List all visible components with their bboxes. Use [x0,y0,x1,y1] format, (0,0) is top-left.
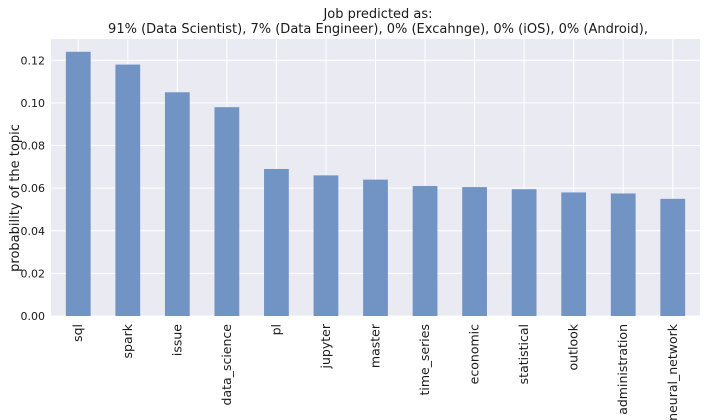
y-tick-label: 0.10 [21,97,46,110]
x-tick-label: jupyter [318,323,333,369]
bar-time_series [412,186,438,316]
x-tick-label: statistical [516,324,531,384]
x-tick-label: outlook [566,323,581,370]
y-tick-label: 0.00 [21,310,46,323]
x-tick-label: master [368,323,383,368]
x-tick-label: sql [70,324,85,342]
x-tick-label: issue [169,324,184,356]
chart-title-line-2: 91% (Data Scientist), 7% (Data Engineer)… [108,22,648,37]
y-tick-label: 0.06 [21,182,46,195]
x-tick-labels: sql spark issue data_science pl jupyter master… [70,323,680,420]
bar-jupyter [313,175,339,316]
x-tick-label: economic [467,324,482,384]
bar-pl [264,168,289,316]
y-tick-label: 0.04 [21,225,46,238]
bars [65,51,686,317]
y-tick-label: 0.08 [21,140,46,153]
bar-spark [115,64,141,316]
x-tick-label: data_science [219,324,234,406]
x-tick-label: neural_network [665,323,680,420]
x-tick-label: administration [615,324,630,415]
x-tick-label: spark [120,323,135,358]
bar-data_science [214,107,240,316]
bar-statistical [511,189,537,316]
chart-title-line-1: Job predicted as: [322,7,432,22]
y-tick-label: 0.12 [21,54,46,67]
x-tick-label: pl [268,324,283,335]
x-tick-label: time_series [417,324,432,396]
bar-neural_network [660,198,686,316]
bar-administration [610,193,636,316]
bar-economic [462,187,487,316]
y-axis-label: probability of the topic [8,124,23,272]
bar-master [363,179,388,316]
bar-sql [65,51,91,317]
y-tick-label: 0.02 [21,267,46,280]
bar-outlook [561,192,587,316]
y-tick-labels: 0.00 0.02 0.04 0.06 0.08 0.10 0.12 [21,54,46,323]
bar-issue [164,92,190,317]
